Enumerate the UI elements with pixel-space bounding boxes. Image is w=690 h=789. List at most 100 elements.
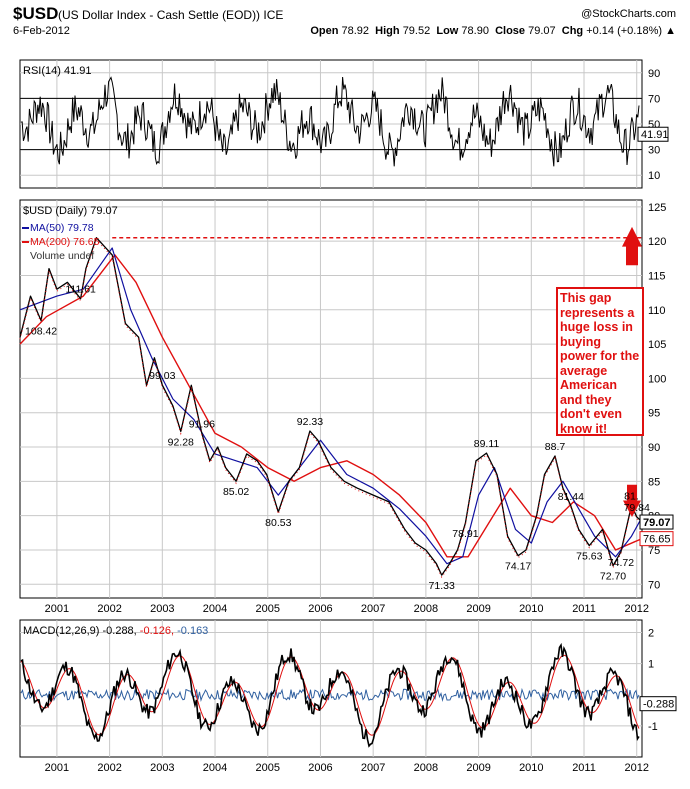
price-data-label: 92.28 bbox=[168, 436, 194, 448]
price-x-tick-label: 2004 bbox=[203, 603, 227, 615]
price-y-tick-label: 110 bbox=[648, 305, 666, 317]
price-x-tick-label: 2005 bbox=[256, 603, 280, 615]
price-data-label: 85.02 bbox=[223, 486, 249, 498]
price-x-tick-label: 2002 bbox=[97, 603, 121, 615]
price-x-tick-label: 2011 bbox=[572, 603, 596, 615]
price-data-label: 72.70 bbox=[600, 571, 626, 583]
symbol-title: $USD bbox=[13, 4, 59, 23]
price-x-tick-label: 2003 bbox=[150, 603, 174, 615]
macd-legend-part-2: -0.126, bbox=[140, 625, 177, 637]
macd-x-tick-label: 2001 bbox=[45, 762, 69, 774]
macd-x-tick-label: 2011 bbox=[572, 762, 596, 774]
high-label: High bbox=[375, 25, 400, 37]
rsi-y-tick-label: 30 bbox=[648, 145, 660, 157]
price-x-tick-label: 2001 bbox=[45, 603, 69, 615]
price-x-tick-label: 2007 bbox=[361, 603, 385, 615]
ma200-line bbox=[19, 254, 643, 558]
price-y-tick-label: 90 bbox=[648, 442, 660, 454]
up-triangle-icon: ▲ bbox=[665, 25, 676, 37]
price-data-label: 89.11 bbox=[474, 438, 500, 450]
price-y-tick-label: 115 bbox=[648, 270, 666, 282]
open-value: 78.92 bbox=[341, 25, 370, 37]
macd-last-value-label: -0.288 bbox=[643, 699, 674, 711]
price-y-tick-label: 70 bbox=[648, 579, 660, 591]
macd-legend-part-3: -0.163 bbox=[177, 625, 208, 637]
macd-x-tick-label: 2004 bbox=[203, 762, 227, 774]
chg-value: +0.14 (+0.18%) bbox=[586, 25, 663, 37]
macd-y-tick-label: -1 bbox=[648, 721, 658, 733]
copyright: @StockCharts.com bbox=[581, 8, 676, 20]
down-arrow-icon bbox=[623, 484, 641, 518]
rsi-y-tick-label: 10 bbox=[648, 170, 660, 182]
price-x-tick-label: 2009 bbox=[466, 603, 490, 615]
rsi-title: RSI(14) 41.91 bbox=[23, 65, 91, 77]
price-bar-dots bbox=[19, 238, 643, 579]
price-y-tick-label: 105 bbox=[648, 339, 666, 351]
macd-x-tick-label: 2007 bbox=[361, 762, 385, 774]
price-data-label: 75.63 bbox=[576, 551, 602, 563]
macd-signal-line bbox=[20, 654, 640, 736]
price-data-label: 74.17 bbox=[505, 561, 531, 573]
macd-x-tick-label: 2006 bbox=[308, 762, 332, 774]
price-data-label: 74.72 bbox=[608, 557, 634, 569]
up-arrow-icon bbox=[622, 226, 642, 266]
rsi-last-value-box bbox=[637, 126, 669, 142]
macd-x-tick-label: 2012 bbox=[624, 762, 648, 774]
price-data-label: 92.33 bbox=[297, 416, 323, 428]
open-label: Open bbox=[310, 25, 339, 37]
macd-x-tick-label: 2003 bbox=[150, 762, 174, 774]
rsi-y-tick-label: 70 bbox=[648, 93, 660, 105]
symbol-description: (US Dollar Index - Cash Settle (EOD)) IC… bbox=[58, 8, 284, 22]
price-y-tick-label: 75 bbox=[648, 545, 660, 557]
ma200-last-value-box bbox=[639, 531, 674, 547]
macd-last-value-box bbox=[639, 696, 677, 712]
high-value: 79.52 bbox=[402, 25, 431, 37]
macd-x-tick-label: 2002 bbox=[97, 762, 121, 774]
price-data-label: 78.91 bbox=[452, 528, 478, 540]
price-data-label: 91.96 bbox=[189, 419, 215, 431]
legend-volume: Volume undef bbox=[30, 250, 94, 262]
close-last-value-label: 79.07 bbox=[643, 517, 671, 529]
price-data-label: 88.7 bbox=[545, 441, 566, 453]
chg-label: Chg bbox=[561, 25, 584, 37]
price-data-label: 99.03 bbox=[149, 370, 175, 382]
price-line bbox=[19, 237, 643, 576]
price-data-label: 81. bbox=[624, 490, 639, 502]
price-data-label: 108.42 bbox=[25, 326, 57, 338]
macd-line bbox=[20, 642, 640, 748]
macd-x-tick-label: 2005 bbox=[256, 762, 280, 774]
macd-y-tick-label: 2 bbox=[648, 627, 654, 639]
macd-legend-part-1: -0.288, bbox=[102, 625, 139, 637]
chart-date: 6-Feb-2012 bbox=[13, 25, 70, 37]
macd-panel-frame bbox=[19, 619, 643, 758]
price-x-tick-label: 2012 bbox=[624, 603, 648, 615]
price-data-label: 71.33 bbox=[429, 580, 455, 592]
close-label: Close bbox=[495, 25, 526, 37]
rsi-y-tick-label: 90 bbox=[648, 68, 660, 80]
close-value: 79.07 bbox=[528, 25, 556, 37]
ma200-last-value-label: 76.65 bbox=[643, 534, 671, 546]
macd-title: MACD(12,26,9) -0.288, -0.126, -0.163 bbox=[23, 625, 208, 637]
price-x-tick-label: 2008 bbox=[414, 603, 438, 615]
price-panel-title: $USD (Daily) 79.07 bbox=[23, 205, 118, 217]
price-data-label: 79.84 bbox=[624, 502, 650, 514]
gap-annotation: This gap represents a huge loss in buyin… bbox=[556, 287, 644, 436]
legend-ma50: MA(50) 79.78 bbox=[30, 222, 94, 234]
legend-ma200: MA(200) 76.65 bbox=[30, 236, 100, 248]
macd-x-tick-label: 2009 bbox=[466, 762, 490, 774]
price-data-label: 81.44 bbox=[558, 491, 584, 503]
macd-histogram-line bbox=[20, 687, 640, 702]
macd-y-tick-label: 1 bbox=[648, 659, 654, 671]
price-y-tick-label: 95 bbox=[648, 408, 660, 420]
price-y-tick-label: 120 bbox=[648, 236, 666, 248]
price-y-tick-label: 100 bbox=[648, 373, 666, 385]
ma50-line bbox=[19, 247, 643, 565]
price-data-label: 80.53 bbox=[265, 517, 291, 529]
price-data-label: 111.61 bbox=[65, 284, 96, 296]
macd-x-tick-label: 2008 bbox=[414, 762, 438, 774]
price-x-tick-label: 2010 bbox=[519, 603, 543, 615]
macd-x-tick-label: 2010 bbox=[519, 762, 543, 774]
price-x-tick-label: 2006 bbox=[308, 603, 332, 615]
macd-legend-part-0: MACD(12,26,9) bbox=[23, 625, 102, 637]
